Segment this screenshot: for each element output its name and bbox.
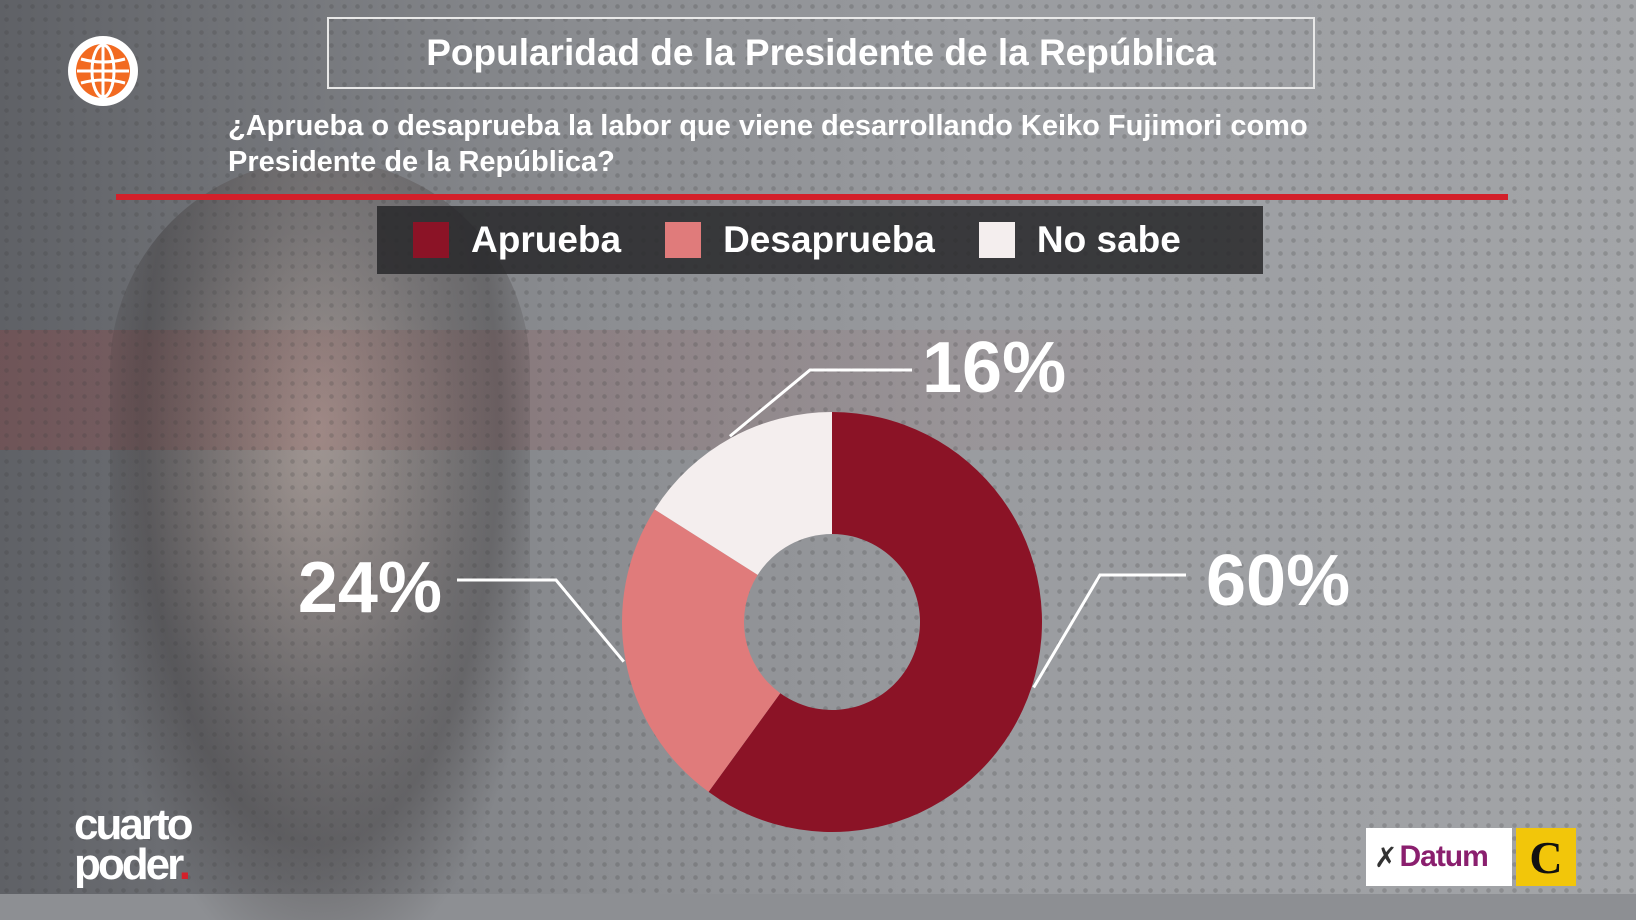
leader-line-desaprueba <box>457 578 625 663</box>
legend-swatch-desaprueba <box>665 222 702 258</box>
data-label-desaprueba: 24% <box>298 548 442 628</box>
cuarto-poder-logo: cuarto poder. <box>74 800 193 889</box>
datum-figure-icon: ✗ <box>1374 841 1398 873</box>
datum-name: Datum <box>1399 840 1488 873</box>
el-comercio-letter: C <box>1529 831 1563 883</box>
legend-swatch-no-sabe <box>978 222 1015 258</box>
globe-icon <box>68 36 138 106</box>
leader-line-no-sabe <box>728 368 912 438</box>
slice-no-sabe <box>654 412 832 575</box>
survey-question: ¿Aprueba o desaprueba la labor que viene… <box>228 110 1308 178</box>
chart-title-box: Popularidad de la Presidente de la Repúb… <box>327 17 1315 89</box>
brand-line-1: cuarto <box>74 800 193 849</box>
legend-label-aprueba: Aprueba <box>471 219 622 260</box>
legend-label-no-sabe: No sabe <box>1036 219 1181 260</box>
chart-title: Popularidad de la Presidente de la Repúb… <box>426 32 1216 73</box>
brand-line-2: poder. <box>74 840 191 889</box>
chart-legend: Aprueba Desaprueba No sabe <box>377 206 1263 274</box>
data-label-no-sabe: 16% <box>922 328 1066 408</box>
legend-item-aprueba: Aprueba <box>413 219 621 261</box>
donut-chart: 60% 24% 16% <box>298 328 1350 832</box>
data-label-aprueba: 60% <box>1206 541 1350 621</box>
legend-swatch-aprueba <box>413 222 449 258</box>
accent-divider <box>116 194 1508 200</box>
legend-item-no-sabe: No sabe <box>978 219 1181 261</box>
legend-item-desaprueba: Desaprueba <box>665 219 935 261</box>
background-person <box>110 160 530 920</box>
legend-label-desaprueba: Desaprueba <box>723 219 935 260</box>
leader-line-aprueba <box>1032 573 1186 689</box>
slice-desaprueba <box>622 509 781 792</box>
datum-logo: ✗ Datum <box>1366 828 1512 886</box>
el-comercio-logo: C <box>1516 828 1576 886</box>
slice-aprueba <box>708 412 1043 832</box>
